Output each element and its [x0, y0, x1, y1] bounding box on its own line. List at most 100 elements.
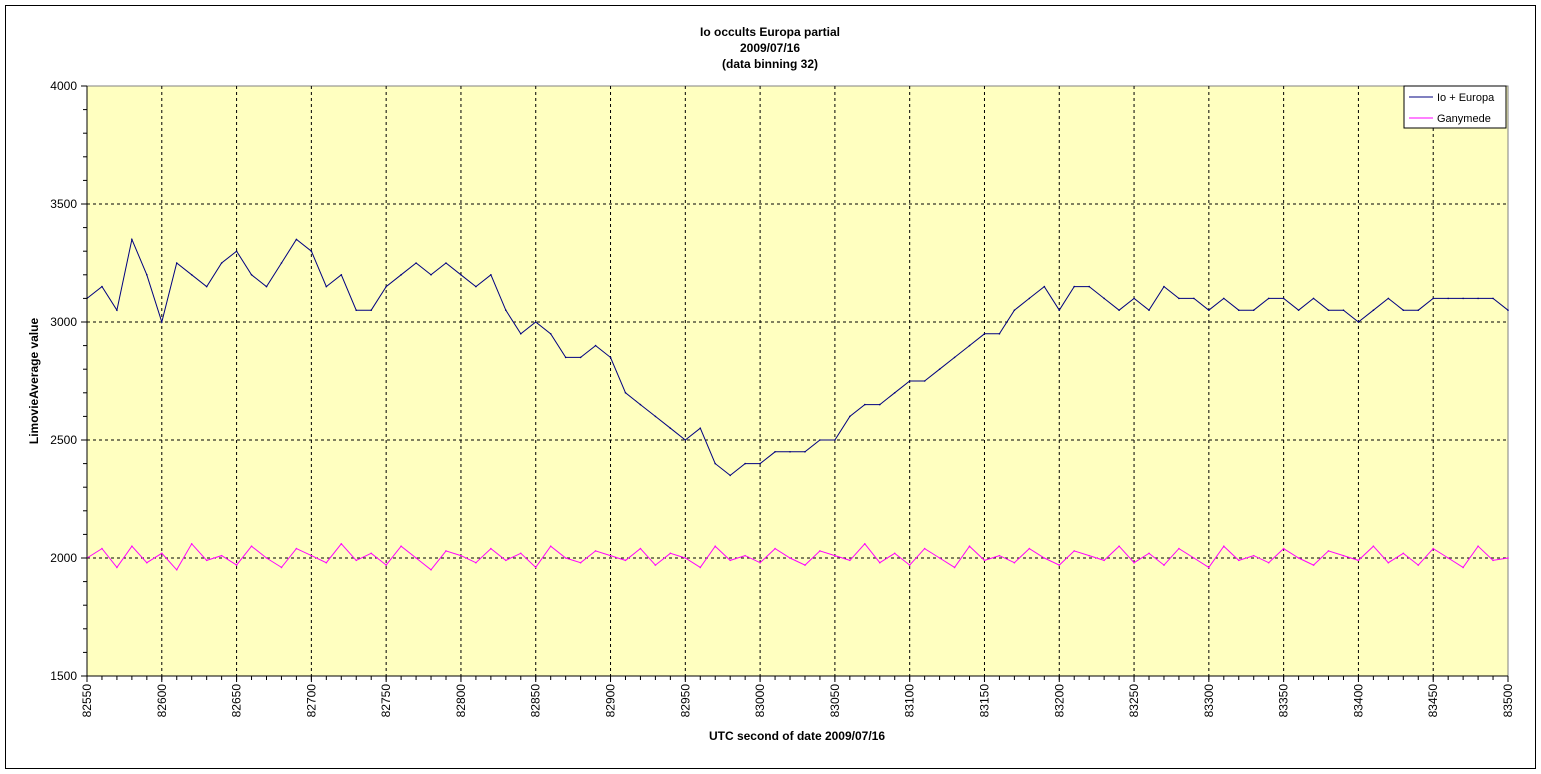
data-point [430, 569, 432, 571]
data-point [235, 250, 238, 252]
data-point [415, 557, 417, 559]
data-point [445, 550, 447, 552]
data-point [1193, 297, 1195, 300]
data-point [639, 547, 642, 550]
plot-area [86, 85, 1509, 677]
data-point [774, 451, 776, 453]
data-point [849, 415, 851, 418]
data-point [744, 554, 746, 557]
data-point [923, 380, 926, 382]
data-point [893, 552, 896, 555]
x-tick-label: 82700 [304, 684, 318, 718]
data-point [1492, 297, 1494, 300]
data-point [1178, 297, 1180, 300]
data-point [1028, 547, 1031, 550]
data-point [280, 566, 283, 569]
data-point [1208, 309, 1210, 312]
data-point [1223, 297, 1225, 300]
x-tick-label: 82950 [678, 684, 692, 718]
data-point [1088, 554, 1090, 557]
data-point [445, 262, 447, 264]
data-point [295, 547, 298, 550]
x-tick-label: 83000 [753, 684, 767, 718]
data-point [325, 561, 328, 564]
legend-label-ganymede: Ganymede [1437, 113, 1491, 125]
data-point [1462, 297, 1464, 300]
data-point [1148, 309, 1150, 312]
y-tick-label: 2000 [50, 551, 77, 565]
data-point [340, 274, 343, 276]
data-point [684, 439, 687, 441]
data-point [190, 543, 193, 545]
data-point [1223, 545, 1225, 547]
data-point [564, 557, 567, 559]
data-point [400, 274, 402, 276]
data-point [878, 561, 881, 564]
data-point [101, 285, 103, 288]
x-tick-label: 83500 [1501, 684, 1515, 718]
data-point [131, 545, 133, 547]
data-point [654, 415, 657, 418]
data-point [1267, 297, 1270, 300]
data-point [505, 309, 507, 312]
data-point [1327, 309, 1330, 312]
data-point [1417, 309, 1420, 312]
data-point [490, 547, 492, 550]
data-point [639, 403, 642, 406]
data-point [280, 262, 283, 264]
data-point [1148, 552, 1150, 555]
series-layer [86, 237, 1509, 571]
data-point [1103, 297, 1105, 300]
data-point [1237, 559, 1240, 562]
data-point [744, 462, 746, 465]
data-point [624, 392, 627, 394]
legend: Io + Europa Ganymede [1403, 85, 1507, 129]
data-point [609, 356, 612, 359]
data-point [1267, 561, 1270, 564]
data-point [460, 274, 462, 276]
data-point [1118, 309, 1120, 312]
y-tick-label: 1500 [50, 669, 77, 683]
data-point [475, 285, 477, 288]
data-point [355, 309, 358, 312]
data-point [819, 550, 821, 552]
data-point [953, 356, 956, 359]
data-point [1402, 309, 1405, 312]
data-point [1447, 557, 1449, 559]
data-point [1447, 297, 1449, 300]
x-tick-label: 82900 [604, 684, 618, 718]
x-tick-label: 83250 [1127, 684, 1141, 718]
data-point [1312, 297, 1315, 300]
data-point [1297, 557, 1300, 559]
data-point [729, 474, 731, 477]
data-point [1432, 547, 1435, 550]
data-point [505, 559, 507, 562]
data-point [968, 344, 971, 347]
data-point [1103, 559, 1105, 562]
data-point [684, 557, 687, 559]
y-tick-label: 3000 [50, 315, 77, 329]
data-point [714, 545, 717, 547]
data-point [609, 554, 612, 557]
x-tick-label: 83400 [1351, 684, 1365, 718]
data-point [1043, 285, 1046, 288]
y-tick-label: 2500 [50, 433, 77, 447]
data-point [983, 333, 986, 335]
data-point [819, 439, 821, 441]
data-point [1013, 561, 1016, 564]
y-tick-label: 3500 [50, 197, 77, 211]
data-point [1133, 561, 1135, 564]
data-point [265, 285, 268, 288]
x-tick-label: 82600 [155, 684, 169, 718]
data-point [370, 552, 373, 555]
data-point [998, 554, 1001, 557]
x-tick-label: 82800 [454, 684, 468, 718]
data-point [1342, 554, 1345, 557]
data-point [1178, 547, 1180, 550]
data-point [1058, 564, 1061, 566]
data-point [534, 566, 537, 569]
data-point [1327, 550, 1330, 552]
data-point [938, 557, 941, 559]
data-point [654, 564, 657, 566]
data-point [953, 566, 956, 569]
